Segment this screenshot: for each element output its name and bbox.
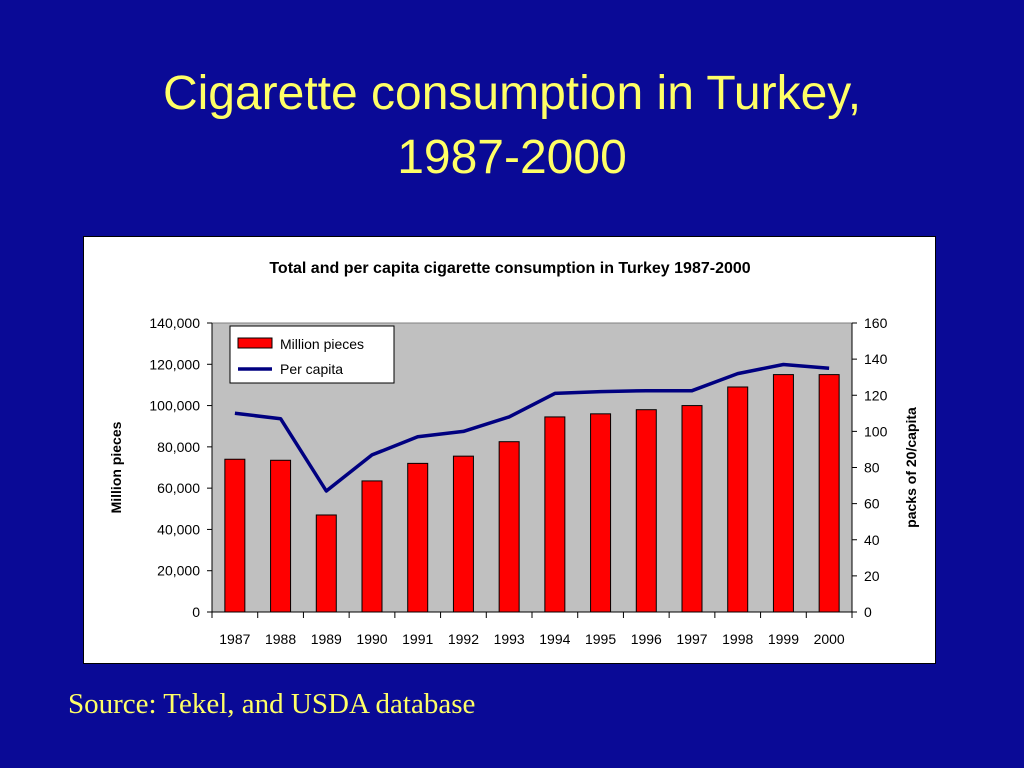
right-tick-label: 60	[864, 496, 880, 512]
x-tick-label: 1992	[448, 631, 479, 647]
left-tick-label: 80,000	[157, 439, 200, 455]
legend-swatch-bar	[237, 337, 273, 349]
bar-1988	[270, 459, 292, 613]
bar-1999	[772, 374, 794, 613]
bar-1991	[407, 462, 429, 613]
x-tick-label: 1987	[219, 631, 250, 647]
bar-1995	[590, 413, 612, 613]
legend-label-per-capita: Per capita	[280, 361, 343, 377]
x-tick-label: 1998	[722, 631, 753, 647]
chart-frame: Total and per capita cigarette consumpti…	[83, 236, 936, 664]
chart-title: Total and per capita cigarette consumpti…	[269, 260, 750, 277]
left-tick-label: 20,000	[157, 563, 200, 579]
x-tick-label: 1999	[768, 631, 799, 647]
right-tick-label: 160	[864, 315, 888, 331]
bar-1992	[452, 455, 474, 613]
x-tick-label: 1994	[539, 631, 570, 647]
x-tick-label: 1997	[676, 631, 707, 647]
x-tick-label: 2000	[814, 631, 845, 647]
bar-1998	[727, 386, 749, 613]
source-note: Source: Tekel, and USDA database	[68, 688, 476, 720]
right-tick-label: 100	[864, 423, 888, 439]
slide-title: Cigarette consumption in Turkey, 1987-20…	[0, 62, 1024, 190]
right-tick-label: 80	[864, 460, 880, 476]
x-tick-label: 1995	[585, 631, 616, 647]
bar-1993	[498, 441, 520, 613]
left-tick-label: 60,000	[157, 480, 200, 496]
bar-2000	[818, 374, 840, 613]
x-tick-label: 1991	[402, 631, 433, 647]
right-tick-label: 40	[864, 532, 880, 548]
right-axis-title: packs of 20/capita	[903, 407, 919, 528]
right-tick-label: 140	[864, 351, 888, 367]
left-tick-label: 120,000	[149, 356, 200, 372]
bar-1996	[635, 409, 657, 613]
left-tick-label: 40,000	[157, 521, 200, 537]
combo-chart: Total and per capita cigarette consumpti…	[108, 260, 919, 647]
left-tick-label: 0	[192, 604, 200, 620]
left-tick-label: 140,000	[149, 315, 200, 331]
bar-1997	[681, 405, 703, 613]
bar-1994	[544, 416, 566, 613]
bar-1987	[224, 458, 246, 613]
per-capita-line	[234, 362, 830, 493]
right-tick-label: 20	[864, 568, 880, 584]
slide-title-line-1: Cigarette consumption in Turkey,	[162, 67, 862, 120]
x-tick-label: 1989	[311, 631, 342, 647]
x-tick-label: 1993	[494, 631, 525, 647]
right-tick-label: 120	[864, 387, 888, 403]
bar-1989	[315, 514, 337, 613]
slide-title-line-2: 1987-2000	[397, 131, 627, 184]
legend-box	[229, 325, 395, 384]
x-tick-label: 1988	[265, 631, 296, 647]
x-tick-label: 1990	[356, 631, 387, 647]
left-tick-label: 100,000	[149, 398, 200, 414]
bar-1990	[361, 480, 383, 613]
right-tick-label: 0	[864, 604, 872, 620]
left-axis-title: Million pieces	[108, 421, 124, 513]
x-tick-label: 1996	[631, 631, 662, 647]
legend-label-million-pieces: Million pieces	[280, 336, 364, 352]
